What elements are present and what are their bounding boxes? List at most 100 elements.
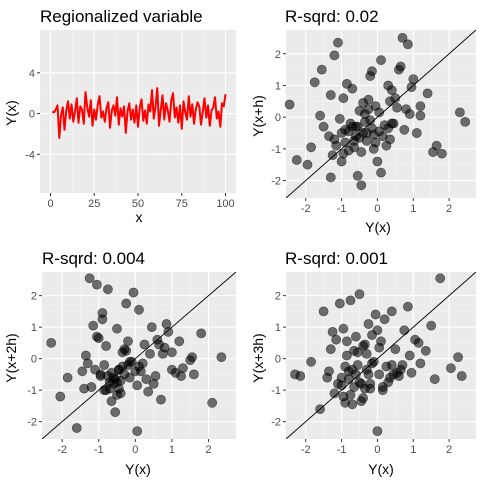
data-point	[358, 341, 368, 351]
data-point	[176, 371, 186, 381]
data-point	[392, 102, 402, 113]
data-point	[336, 128, 347, 138]
y-tick-label: -2	[271, 417, 281, 429]
panel-title: R-sqrd: 0.001	[285, 249, 388, 268]
data-point	[318, 306, 329, 317]
data-point	[365, 378, 376, 389]
data-point	[349, 345, 359, 356]
data-point	[358, 98, 368, 108]
data-point	[327, 150, 338, 161]
data-point	[156, 394, 166, 405]
y-tick-label: 2	[275, 49, 281, 61]
data-point	[381, 140, 392, 151]
panel-regionalized-variable: Regionalized variable 0 25 50 75 100 -4 0 4 x Y…	[3, 7, 236, 225]
x-tick-label: 50	[132, 198, 144, 210]
data-point	[84, 273, 95, 284]
y-axis-label: Y(x)	[3, 100, 19, 126]
data-point	[161, 319, 172, 329]
data-point	[306, 142, 316, 153]
data-point	[329, 388, 340, 399]
y-tick-label: 1	[31, 322, 37, 334]
data-point	[411, 128, 422, 138]
y-tick-label: -1	[27, 385, 37, 397]
data-point	[445, 363, 456, 373]
data-point	[363, 319, 374, 329]
data-point	[415, 358, 426, 369]
data-point	[420, 345, 431, 356]
data-point	[374, 126, 385, 137]
data-point	[134, 304, 144, 315]
data-point	[92, 331, 102, 342]
data-point	[302, 159, 313, 170]
data-point	[435, 273, 446, 284]
x-tick-label: 1	[410, 203, 416, 215]
data-point	[356, 396, 367, 407]
data-point	[196, 328, 207, 339]
data-point	[388, 118, 399, 129]
x-tick-label: 75	[176, 198, 188, 210]
data-point	[352, 170, 363, 181]
data-point	[79, 383, 89, 394]
data-point	[454, 107, 465, 118]
panel-title: Regionalized variable	[40, 7, 203, 26]
data-marks	[286, 272, 476, 439]
reference-line	[286, 272, 476, 439]
data-point	[318, 121, 329, 132]
data-point	[386, 306, 397, 317]
data-point	[354, 289, 365, 299]
x-tick-label: 0	[374, 203, 380, 215]
data-point	[71, 423, 82, 433]
panel-title: R-sqrd: 0.004	[42, 249, 145, 268]
x-tick-label: 2	[446, 203, 452, 215]
data-point	[216, 352, 227, 362]
y-axis-label: Y(x+2h)	[3, 333, 19, 382]
data-point	[376, 55, 386, 65]
data-point	[415, 101, 426, 111]
tick-labels: -2 -1 0 1 2 -2 -1 0 1 2	[271, 49, 452, 215]
data-point	[325, 90, 336, 100]
data-point	[404, 350, 415, 361]
data-point	[82, 358, 93, 369]
data-point	[110, 407, 121, 418]
y-tick-label: 2	[275, 291, 281, 303]
y-tick-label: -1	[271, 385, 281, 397]
data-point	[77, 366, 88, 377]
data-point	[329, 134, 340, 145]
data-point	[334, 298, 345, 309]
data-point	[334, 113, 345, 124]
data-point	[166, 364, 177, 375]
data-point	[141, 374, 152, 384]
data-point	[338, 323, 349, 334]
y-tick-label: 0	[275, 112, 281, 124]
data-point	[372, 156, 383, 167]
x-axis-label: Y(x)	[365, 219, 391, 235]
data-point	[284, 99, 295, 110]
data-point	[340, 397, 351, 408]
x-tick-label: -2	[57, 444, 67, 456]
y-axis-label: Y(x+3h)	[250, 333, 266, 382]
y-tick-label: 1	[275, 80, 281, 92]
data-point	[187, 352, 197, 362]
series-line	[51, 87, 227, 139]
data-point	[395, 364, 406, 375]
x-tick-label: 1	[410, 444, 416, 456]
panel-lag-3h: R-sqrd: 0.001 -2 -1 0 1 2 -2 -1 0 1 2 Y(x) Y(x+3h…	[250, 249, 476, 477]
data-point	[327, 326, 338, 337]
y-tick-label: 1	[275, 322, 281, 334]
data-point	[112, 389, 122, 400]
tick-labels: -2 -1 0 1 2 -2 -1 0 1 2	[27, 291, 211, 456]
data-point	[101, 385, 111, 396]
data-point	[399, 124, 410, 135]
data-point	[422, 88, 433, 99]
data-point	[413, 337, 424, 348]
data-point	[385, 96, 395, 107]
x-tick-label: -1	[94, 444, 104, 456]
data-point	[397, 33, 408, 43]
data-point	[62, 372, 73, 383]
y-axis-label: Y(x+h)	[250, 95, 266, 137]
data-point	[460, 117, 471, 127]
data-point	[322, 372, 333, 383]
data-point	[88, 320, 99, 331]
x-tick-label: 0	[47, 198, 53, 210]
